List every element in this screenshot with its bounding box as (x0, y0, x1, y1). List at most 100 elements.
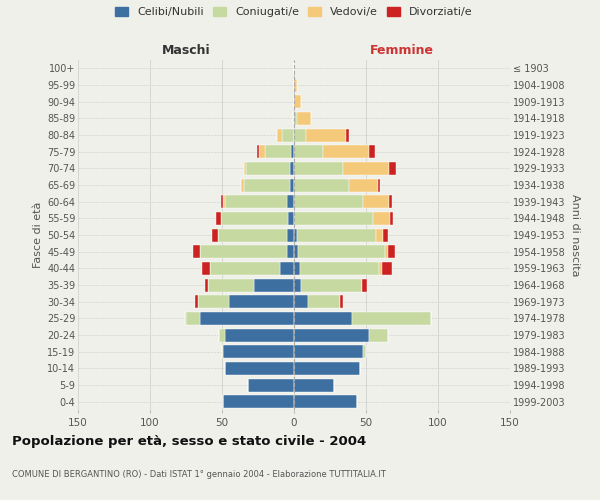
Bar (294, 228, 297, 241)
Bar (382, 262, 392, 275)
Bar (221, 212, 288, 225)
Bar (294, 95, 301, 108)
Bar (186, 312, 200, 325)
Bar (352, 312, 431, 325)
Bar (291, 145, 294, 158)
Bar (294, 128, 305, 141)
Bar (294, 212, 373, 225)
Text: Femmine: Femmine (370, 44, 434, 57)
Text: Popolazione per età, sesso e stato civile - 2004: Popolazione per età, sesso e stato civil… (12, 435, 366, 448)
Bar (379, 262, 382, 275)
Bar (290, 162, 294, 175)
Bar (265, 145, 291, 158)
Bar (202, 262, 211, 275)
Bar (200, 245, 287, 258)
Bar (294, 195, 363, 208)
Bar (373, 212, 391, 225)
Bar (193, 245, 200, 258)
Bar (241, 178, 244, 192)
Bar (205, 278, 208, 291)
Bar (297, 112, 311, 125)
Bar (298, 245, 385, 258)
Bar (287, 228, 294, 241)
Bar (301, 278, 362, 291)
Bar (369, 145, 374, 158)
Bar (216, 212, 221, 225)
Bar (200, 312, 294, 325)
Bar (222, 345, 223, 358)
Bar (383, 228, 388, 241)
Bar (363, 195, 389, 208)
Bar (247, 162, 290, 175)
Text: COMUNE DI BERGANTINO (RO) - Dati ISTAT 1° gennaio 2004 - Elaborazione TUTTITALIA: COMUNE DI BERGANTINO (RO) - Dati ISTAT 1… (12, 470, 386, 479)
Bar (294, 262, 300, 275)
Bar (280, 262, 294, 275)
Bar (323, 145, 369, 158)
Bar (194, 295, 197, 308)
Bar (208, 278, 254, 291)
Bar (294, 345, 363, 358)
Bar (294, 312, 352, 325)
Bar (290, 178, 294, 192)
Bar (294, 178, 349, 192)
Bar (369, 328, 388, 342)
Bar (197, 295, 229, 308)
Bar (294, 245, 298, 258)
Bar (223, 195, 225, 208)
Bar (294, 145, 323, 158)
Bar (308, 295, 340, 308)
Bar (287, 195, 294, 208)
Bar (294, 162, 343, 175)
Bar (244, 162, 247, 175)
Bar (391, 212, 394, 225)
Bar (225, 195, 287, 208)
Bar (225, 362, 294, 375)
Bar (305, 128, 346, 141)
Bar (293, 112, 294, 125)
Bar (294, 378, 334, 392)
Bar (343, 162, 389, 175)
Bar (218, 228, 287, 241)
Bar (388, 245, 395, 258)
Bar (294, 328, 369, 342)
Bar (294, 395, 358, 408)
Bar (300, 262, 379, 275)
Bar (277, 128, 283, 141)
Bar (219, 328, 225, 342)
Bar (377, 178, 380, 192)
Bar (362, 278, 367, 291)
Bar (376, 228, 383, 241)
Bar (229, 295, 294, 308)
Bar (346, 128, 349, 141)
Bar (297, 228, 376, 241)
Bar (294, 78, 297, 92)
Bar (288, 212, 294, 225)
Bar (254, 278, 294, 291)
Bar (211, 262, 280, 275)
Bar (257, 145, 259, 158)
Bar (389, 195, 392, 208)
Bar (349, 178, 377, 192)
Legend: Celibi/Nubili, Coniugati/e, Vedovi/e, Divorziati/e: Celibi/Nubili, Coniugati/e, Vedovi/e, Di… (111, 2, 477, 22)
Bar (363, 345, 366, 358)
Bar (248, 378, 294, 392)
Bar (294, 278, 301, 291)
Bar (294, 112, 297, 125)
Bar (385, 245, 388, 258)
Bar (223, 395, 294, 408)
Bar (287, 245, 294, 258)
Bar (294, 362, 360, 375)
Bar (244, 178, 290, 192)
Bar (212, 228, 218, 241)
Bar (283, 128, 294, 141)
Bar (225, 328, 294, 342)
Bar (389, 162, 396, 175)
Bar (259, 145, 265, 158)
Y-axis label: Fasce di età: Fasce di età (32, 202, 43, 268)
Y-axis label: Anni di nascita: Anni di nascita (569, 194, 580, 276)
Bar (223, 345, 294, 358)
Bar (294, 295, 308, 308)
Text: Maschi: Maschi (161, 44, 211, 57)
Bar (340, 295, 343, 308)
Bar (185, 312, 186, 325)
